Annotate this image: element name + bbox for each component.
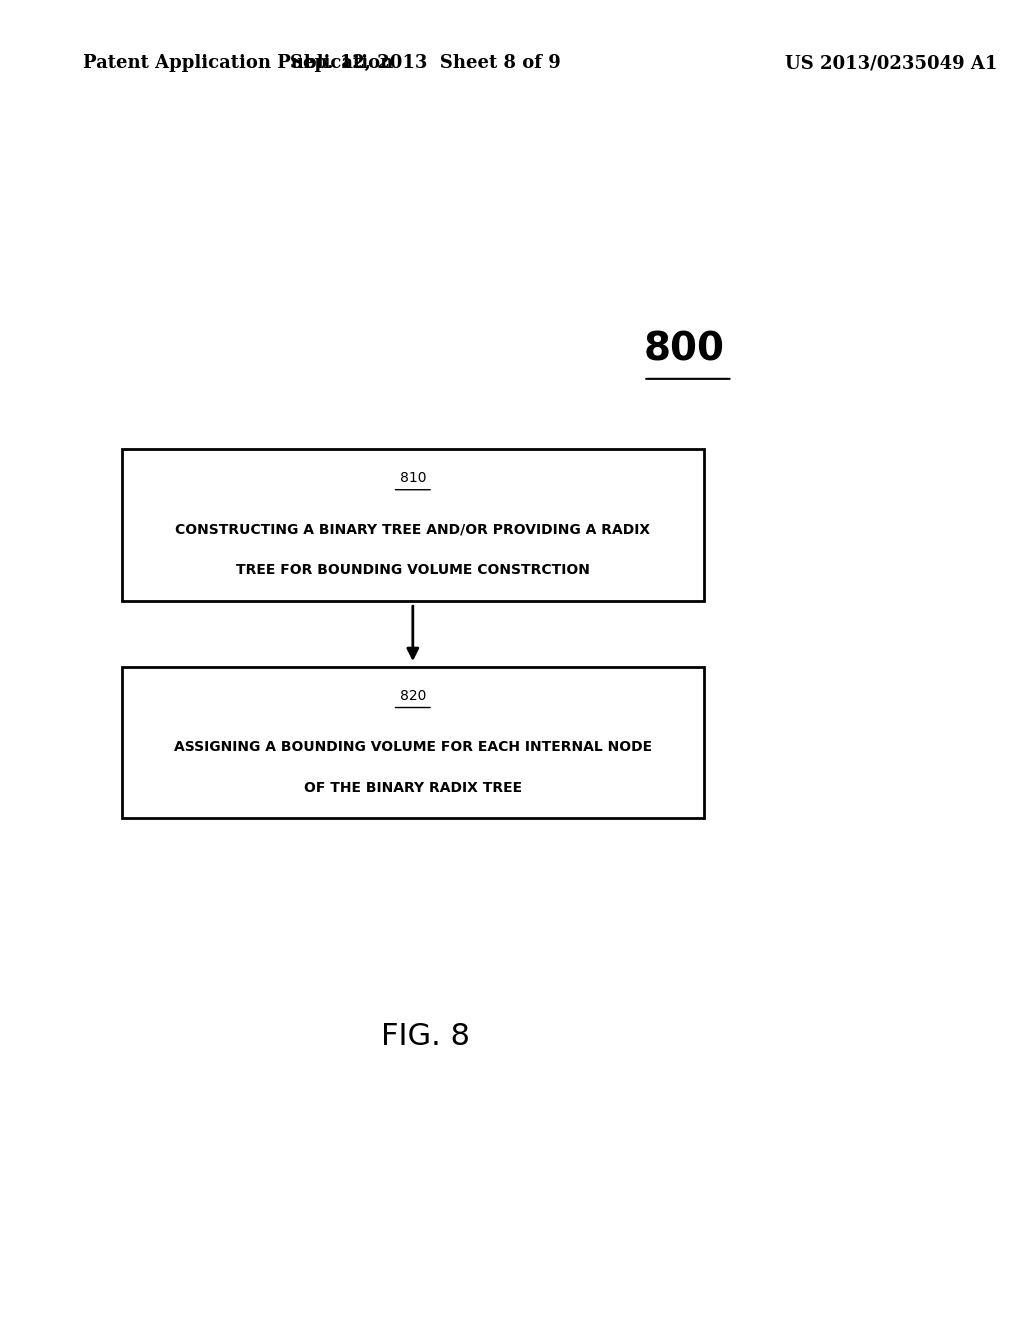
Text: 800: 800 [643, 331, 724, 368]
Text: US 2013/0235049 A1: US 2013/0235049 A1 [785, 54, 997, 73]
Text: Sep. 12, 2013  Sheet 8 of 9: Sep. 12, 2013 Sheet 8 of 9 [290, 54, 561, 73]
Text: CONSTRUCTING A BINARY TREE AND/OR PROVIDING A RADIX: CONSTRUCTING A BINARY TREE AND/OR PROVID… [175, 523, 650, 536]
FancyBboxPatch shape [122, 449, 705, 601]
Text: Patent Application Publication: Patent Application Publication [83, 54, 393, 73]
Text: TREE FOR BOUNDING VOLUME CONSTRCTION: TREE FOR BOUNDING VOLUME CONSTRCTION [236, 564, 590, 577]
FancyBboxPatch shape [122, 667, 705, 818]
Text: 810: 810 [399, 471, 426, 484]
Text: OF THE BINARY RADIX TREE: OF THE BINARY RADIX TREE [304, 781, 522, 795]
Text: 820: 820 [399, 689, 426, 702]
Text: ASSIGNING A BOUNDING VOLUME FOR EACH INTERNAL NODE: ASSIGNING A BOUNDING VOLUME FOR EACH INT… [174, 741, 652, 754]
Text: FIG. 8: FIG. 8 [381, 1022, 470, 1051]
